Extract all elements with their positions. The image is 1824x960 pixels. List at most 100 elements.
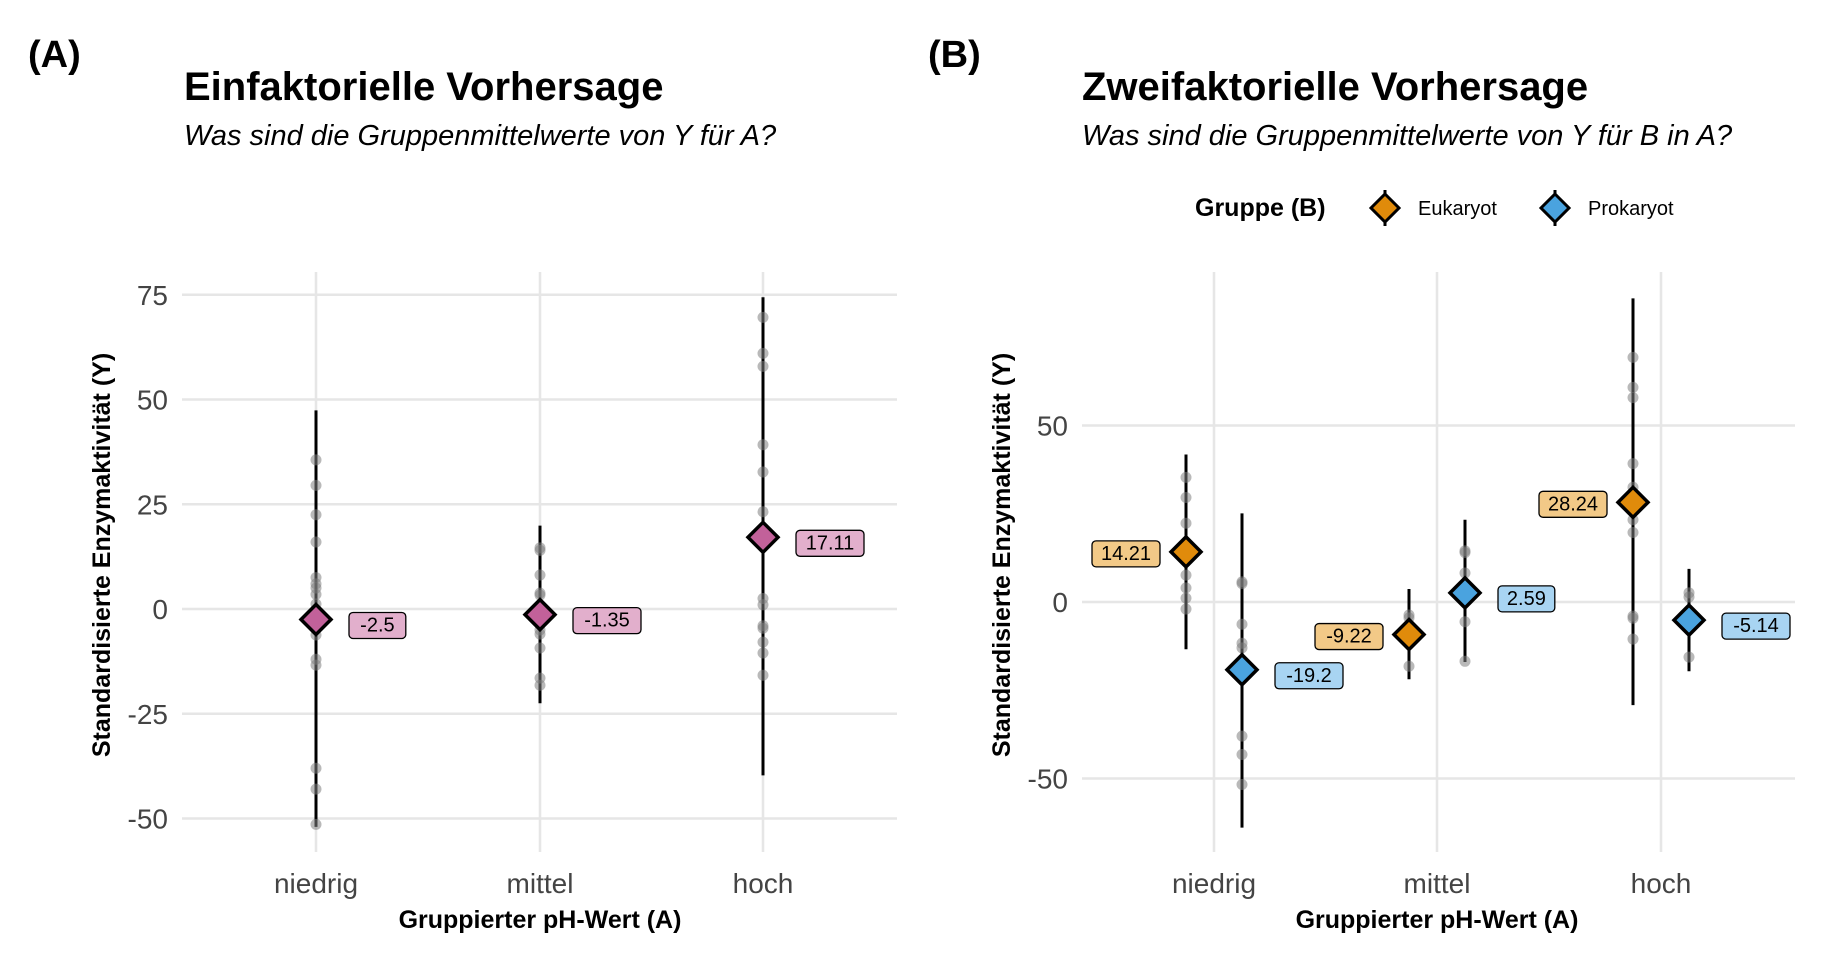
y-tick-label: -25 [128,699,168,730]
data-point [1236,578,1248,590]
data-point [757,506,769,518]
data-point [1459,616,1471,628]
data-point [1683,651,1695,663]
mean-label-box [572,607,642,635]
data-point [1180,582,1192,594]
data-point [1627,612,1639,624]
mean-diamond [1447,575,1483,611]
panel-a: (A) Einfaktorielle Vorhersage Was sind d… [28,34,897,934]
mean-label-box [1314,622,1384,651]
y-tick-label: 75 [137,280,168,311]
data-point [1627,633,1639,645]
mean-label: 2.59 [1507,588,1546,610]
data-point [757,347,769,359]
data-point [310,536,322,548]
panel-a-marks: -2.5 -1.35 17.11 [298,297,865,830]
panel-a-tag: (A) [28,34,81,76]
panel-b-marks: 14.21 -9.22 28.24 -19.2 2.59 -5.14 [1091,298,1791,828]
group-prokaryot-mittel: 2.59 [1447,519,1556,667]
data-point [310,659,322,671]
data-point [1236,730,1248,742]
data-point [757,647,769,659]
data-point [1683,591,1695,603]
data-point [1403,660,1415,672]
data-point [757,311,769,323]
y-tick-label: 25 [137,489,168,520]
group-eukaryot-niedrig: 14.21 [1091,454,1204,650]
data-point [1627,351,1639,363]
data-point [534,628,546,640]
group-alle-hoch: 17.11 [745,297,865,776]
mean-label-box [1274,662,1344,690]
panel-b-tag: (B) [928,34,981,76]
data-point [757,360,769,372]
panel-b-gridlines [1082,272,1795,852]
panel-a-x-axis-title: Gruppierter pH-Wert (A) [399,906,682,934]
panel-a-title: Einfaktorielle Vorhersage [184,65,663,109]
legend-item-eukaryot: Eukaryot [1368,190,1497,226]
group-eukaryot-hoch: 28.24 [1538,298,1651,706]
mean-label: 28.24 [1548,493,1598,515]
data-point [310,509,322,521]
mean-diamond [1671,602,1707,638]
panel-b-y-axis-title: Standardisierte Enzymaktivität (Y) [988,353,1016,757]
data-point [1459,547,1471,559]
mean-label-box [1538,490,1608,518]
y-tick-label: 0 [1052,587,1068,618]
panel-b: (B) Zweifaktorielle Vorhersage Was sind … [928,34,1795,934]
data-point [310,783,322,795]
mean-label: -5.14 [1733,615,1779,637]
y-tick-label: 50 [1037,411,1068,442]
y-tick-label: 0 [152,594,168,625]
legend-item-prokaryot: Prokaryot [1538,190,1674,226]
mean-diamond [522,597,558,633]
legend-label-eukaryot: Eukaryot [1418,198,1497,220]
data-point [534,589,546,601]
mean-label: -19.2 [1286,665,1332,687]
y-tick-label: -50 [1028,764,1068,795]
mean-label-box [795,529,865,557]
legend-diamond-prokaryot-icon [1538,191,1572,225]
data-point [310,762,322,774]
data-point [1627,458,1639,470]
mean-label: -2.5 [360,614,394,636]
group-alle-niedrig: -2.5 [298,410,407,830]
y-tick-label: -50 [128,804,168,835]
data-point [310,818,322,830]
data-point [1236,618,1248,630]
data-point [1180,492,1192,504]
data-point [1459,567,1471,579]
mean-label-box [1497,585,1556,613]
legend-diamond-eukaryot-icon [1368,191,1402,225]
data-point [1627,526,1639,538]
data-point [757,466,769,478]
panel-b-x-axis-title: Gruppierter pH-Wert (A) [1296,906,1579,934]
group-alle-mittel: -1.35 [522,525,642,704]
x-tick-label: niedrig [1172,868,1256,899]
panel-b-x-ticks: niedrig mittel hoch [1172,868,1691,899]
data-point [757,636,769,648]
data-point [757,622,769,634]
data-point [757,599,769,611]
data-point [310,479,322,491]
panel-a-y-ticks: 75 50 25 0 -25 -50 [128,280,168,835]
data-point [1627,392,1639,404]
mean-label-box [1091,540,1161,568]
data-point [1459,655,1471,667]
data-point [534,642,546,654]
mean-diamond [1224,652,1260,688]
data-point [310,454,322,466]
x-tick-label: hoch [1631,868,1692,899]
data-point [1627,381,1639,393]
group-eukaryot-mittel: -9.22 [1314,588,1427,680]
mean-label: -1.35 [584,610,630,632]
mean-diamond [1168,534,1204,570]
panel-b-subtitle: Was sind die Gruppenmittelwerte von Y fü… [1082,120,1733,152]
data-point [310,588,322,600]
data-point [1180,517,1192,529]
panel-a-y-axis-title: Standardisierte Enzymaktivität (Y) [88,353,116,757]
data-point [534,679,546,691]
x-tick-label: hoch [733,868,794,899]
mean-diamond [298,602,334,637]
